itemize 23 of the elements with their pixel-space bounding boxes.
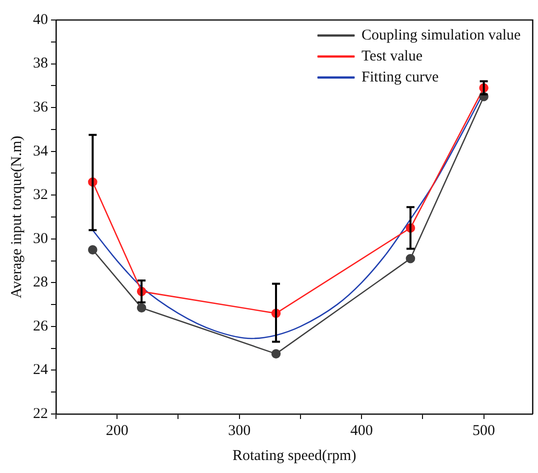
y-tick-label: 34 bbox=[33, 143, 48, 160]
y-axis-title: Average input torque(N.m) bbox=[8, 136, 25, 298]
y-tick-label: 38 bbox=[33, 56, 48, 72]
y-tick-label: 22 bbox=[33, 406, 48, 422]
legend-label: Fitting curve bbox=[362, 69, 439, 86]
y-tick-label: 32 bbox=[33, 187, 48, 204]
point bbox=[136, 303, 146, 312]
x-axis-title: Rotating speed(rpm) bbox=[232, 448, 356, 464]
legend-label: Coupling simulation value bbox=[362, 27, 522, 44]
x-tick-label: 500 bbox=[472, 422, 496, 439]
point bbox=[271, 349, 281, 358]
y-tick-label: 36 bbox=[33, 99, 48, 116]
y-tick-label: 28 bbox=[33, 274, 48, 291]
y-tick-label: 40 bbox=[33, 12, 48, 28]
y-tick-label: 26 bbox=[33, 318, 48, 334]
y-tick-label: 24 bbox=[33, 362, 48, 378]
x-tick-label: 400 bbox=[350, 422, 373, 439]
point bbox=[88, 245, 98, 254]
legend-label: Test value bbox=[362, 48, 423, 64]
point bbox=[406, 254, 416, 264]
x-tick-label: 200 bbox=[106, 422, 128, 439]
x-tick-label: 300 bbox=[228, 422, 251, 439]
y-tick-label: 30 bbox=[33, 230, 48, 247]
